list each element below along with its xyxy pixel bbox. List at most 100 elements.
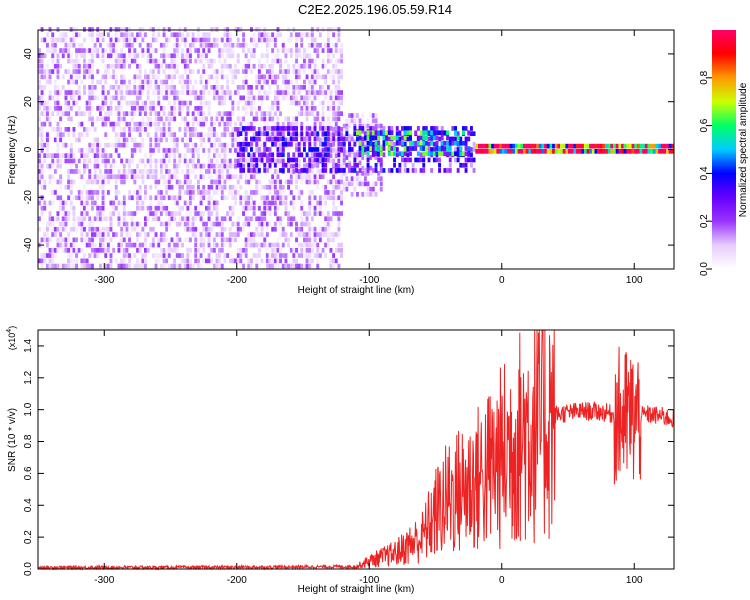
spectrogram-cell bbox=[255, 111, 259, 116]
spectrogram-cell bbox=[154, 169, 158, 174]
spectrogram-cell bbox=[244, 111, 248, 116]
spectrogram-cell bbox=[128, 211, 131, 216]
spectrogram-cell bbox=[509, 143, 513, 149]
spectrogram-cell bbox=[382, 130, 386, 136]
spectrogram-cell bbox=[287, 90, 290, 95]
spectrogram-cell bbox=[207, 48, 211, 53]
spectrogram-cell bbox=[91, 142, 94, 148]
spectrogram-cell bbox=[101, 179, 105, 185]
spectrogram-cell bbox=[183, 174, 187, 180]
spectrogram-cell bbox=[297, 253, 301, 258]
spectrogram-cell bbox=[199, 79, 203, 85]
spectrogram-cell bbox=[544, 149, 547, 154]
spectrogram-cell bbox=[191, 127, 195, 132]
spectrogram-cell bbox=[287, 184, 290, 190]
spectrogram-cell bbox=[305, 174, 309, 180]
spectrogram-cell bbox=[215, 253, 219, 258]
spectrogram-cell bbox=[178, 79, 182, 85]
spectrogram-cell bbox=[273, 258, 277, 264]
spectrogram-cell bbox=[67, 106, 71, 111]
spectrogram-cell bbox=[308, 147, 312, 152]
spectrogram-cell bbox=[607, 149, 611, 154]
spectrogram-cell bbox=[181, 253, 184, 258]
spectrogram-cell bbox=[639, 143, 643, 149]
spectrogram-cell bbox=[292, 253, 296, 258]
spectrogram-cell bbox=[128, 32, 131, 38]
spectrogram-cell bbox=[120, 95, 124, 101]
spectrogram-cell bbox=[207, 226, 211, 232]
spectrogram-cell bbox=[353, 139, 357, 145]
spectrogram-cell bbox=[403, 126, 407, 131]
spectrogram-cell bbox=[109, 253, 113, 258]
spectrogram-cell bbox=[159, 195, 163, 201]
spectrogram-cell bbox=[292, 121, 296, 127]
spectrogram-cell bbox=[308, 162, 312, 168]
spectrogram-cell bbox=[59, 237, 63, 243]
spectrogram-cell bbox=[212, 248, 216, 253]
spectrogram-cell bbox=[141, 242, 145, 248]
spectrogram-cell bbox=[104, 132, 108, 137]
spectrogram-cell bbox=[64, 32, 68, 38]
spectrogram-cell bbox=[48, 216, 52, 222]
spectrogram-cell bbox=[289, 141, 293, 147]
spectrogram-cell bbox=[104, 74, 108, 80]
spectrogram-cell bbox=[329, 148, 333, 153]
spectrogram-cell bbox=[175, 248, 179, 253]
spectrogram-cell bbox=[276, 174, 280, 180]
spectrogram-cell bbox=[345, 162, 349, 168]
spectrogram-cell bbox=[120, 27, 124, 32]
spectrogram-cell bbox=[83, 158, 86, 164]
spectrogram-cell bbox=[218, 163, 222, 169]
spectrogram-cell bbox=[265, 136, 269, 142]
spectrogram-cell bbox=[337, 74, 341, 80]
spectrogram-cell bbox=[231, 48, 235, 53]
spectrogram-cell bbox=[96, 95, 100, 101]
spectrogram-cell bbox=[242, 95, 245, 101]
spectrogram-cell bbox=[366, 155, 370, 160]
spectrogram-cell bbox=[636, 149, 640, 154]
spectrogram-cell bbox=[666, 143, 669, 149]
spectrogram-cell bbox=[189, 127, 192, 132]
spectrogram-cell bbox=[38, 74, 41, 80]
spectrogram-cell bbox=[374, 151, 378, 157]
spectrogram-cell bbox=[189, 148, 192, 153]
spectrogram-cell bbox=[125, 58, 129, 64]
spectrogram-cell bbox=[197, 37, 200, 43]
spectrogram-cell bbox=[329, 137, 333, 143]
spectrogram-cell bbox=[244, 216, 248, 222]
spectrogram-cell bbox=[250, 168, 253, 173]
spectrogram-cell bbox=[374, 192, 378, 197]
spectrogram-cell bbox=[59, 205, 63, 211]
spectrogram-cell bbox=[117, 200, 121, 206]
spectrogram-cell bbox=[112, 95, 116, 101]
spectrogram-cell bbox=[159, 263, 163, 269]
spectrogram-cell bbox=[220, 111, 224, 116]
spectrogram-cell bbox=[122, 127, 126, 132]
spectrogram-cell bbox=[257, 37, 261, 43]
spectrogram-cell bbox=[120, 263, 124, 269]
spectrogram-cell bbox=[231, 53, 235, 59]
spectrogram-cell bbox=[271, 74, 275, 80]
spectrogram-cell bbox=[80, 42, 84, 48]
spectrogram-cell bbox=[234, 74, 237, 80]
spectrogram-cell bbox=[38, 200, 41, 206]
spectrogram-cell bbox=[61, 248, 65, 253]
spectrogram-cell bbox=[53, 85, 57, 90]
spectrogram-cell bbox=[215, 211, 219, 216]
spectrogram-cell bbox=[191, 169, 195, 174]
spectrogram-cell bbox=[72, 100, 76, 106]
spectrogram-cell bbox=[287, 263, 290, 269]
spectrogram-cell bbox=[191, 216, 195, 222]
spectrogram-cell bbox=[136, 237, 139, 243]
spectrogram-cell bbox=[515, 143, 518, 149]
spectrogram-cell bbox=[130, 58, 134, 64]
spectrogram-cell bbox=[138, 90, 142, 95]
spectrogram-cell bbox=[212, 163, 216, 169]
spectrogram-cell bbox=[321, 48, 325, 53]
spectrogram-cell bbox=[234, 69, 237, 74]
spectrogram-cell bbox=[316, 263, 320, 269]
spectrogram-cell bbox=[178, 195, 182, 201]
spectrogram-cell bbox=[260, 74, 264, 80]
spectrogram-cell bbox=[432, 135, 436, 141]
spectrogram-cell bbox=[422, 168, 426, 173]
